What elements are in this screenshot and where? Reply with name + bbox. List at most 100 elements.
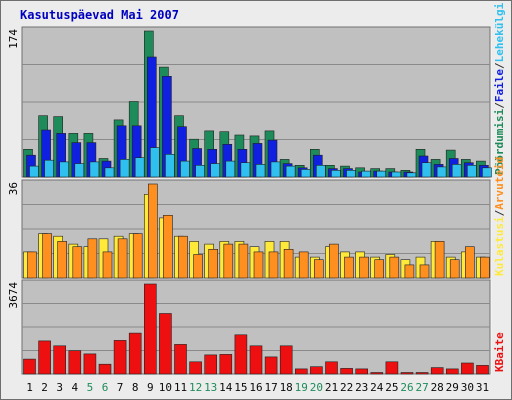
bar-bottom-kbaite — [476, 365, 489, 375]
bar-bottom-kbaite — [445, 368, 459, 375]
bar-top-lehekülgi — [391, 171, 402, 178]
chart-title: Kasutuspäevad Mai 2007 — [20, 8, 179, 22]
bar-bottom-kbaite — [159, 313, 172, 375]
x-tick-label: 14 — [219, 381, 233, 394]
bar-middle-arvuteid — [480, 256, 490, 279]
panel-middle-legend: Kulastusi/Arvuteid — [493, 157, 506, 276]
bar-bottom-kbaite — [23, 358, 36, 375]
x-tick-label: 27 — [415, 381, 428, 394]
legend-entry: Faile — [493, 69, 506, 102]
x-tick-label: 9 — [147, 381, 154, 394]
x-tick-label: 28 — [431, 381, 444, 394]
bar-middle-arvuteid — [42, 233, 52, 279]
x-tick-label: 13 — [204, 381, 217, 394]
x-tick-label: 17 — [264, 381, 277, 394]
x-tick-label: 29 — [446, 381, 459, 394]
bar-bottom-kbaite — [53, 345, 67, 375]
bar-middle-arvuteid — [208, 249, 218, 279]
bar-middle-arvuteid — [132, 233, 143, 279]
bar-middle-arvuteid — [434, 241, 445, 279]
bar-bottom-kbaite — [83, 353, 97, 375]
bar-top-lehekülgi — [331, 170, 341, 178]
x-tick-label: 1 — [26, 381, 33, 394]
bar-bottom-kbaite — [204, 354, 217, 375]
x-tick-label: 20 — [310, 381, 323, 394]
bar-middle-arvuteid — [389, 256, 400, 279]
bar-middle-arvuteid — [374, 259, 385, 279]
bar-middle-arvuteid — [268, 251, 279, 279]
bar-top-lehekülgi — [74, 163, 85, 178]
bar-top-lehekülgi — [421, 162, 432, 178]
x-tick-label: 12 — [189, 381, 202, 394]
bar-top-lehekülgi — [436, 166, 447, 178]
bar-top-lehekülgi — [44, 159, 54, 178]
bar-bottom-kbaite — [430, 367, 444, 375]
legend-entry: KBaite — [493, 332, 506, 372]
bar-top-lehekülgi — [165, 154, 175, 178]
bar-middle-arvuteid — [57, 241, 68, 279]
bar-top-lehekülgi — [451, 164, 462, 178]
bar-middle-arvuteid — [298, 251, 309, 279]
bar-middle-arvuteid — [283, 249, 294, 279]
legend-entry: Lehekülgi — [493, 2, 506, 62]
legend-entry: Kulastusi — [493, 216, 506, 276]
bar-middle-arvuteid — [178, 235, 188, 279]
x-tick-label: 3 — [56, 381, 63, 394]
x-tick-label: 23 — [355, 381, 368, 394]
x-tick-label: 21 — [325, 381, 338, 394]
x-tick-label: 15 — [234, 381, 247, 394]
bar-middle-arvuteid — [72, 246, 83, 279]
bar-middle-arvuteid — [419, 264, 430, 279]
bar-bottom-kbaite — [415, 372, 429, 375]
bar-top-lehekülgi — [180, 160, 190, 178]
legend-entry: Pöördumisi — [493, 108, 506, 175]
legend-entry: / — [493, 209, 506, 216]
bar-top-lehekülgi — [285, 165, 296, 178]
x-tick-label: 22 — [340, 381, 353, 394]
panel-bottom-ymax-label: 3674 — [7, 282, 20, 309]
x-tick-label: 8 — [132, 381, 139, 394]
bar-top-lehekülgi — [240, 162, 251, 178]
x-tick-label: 25 — [385, 381, 398, 394]
bar-bottom-kbaite — [98, 363, 112, 375]
bar-bottom-kbaite — [189, 361, 202, 375]
bar-top-lehekülgi — [59, 161, 70, 178]
bar-middle-arvuteid — [313, 259, 324, 279]
bar-middle-arvuteid — [253, 251, 264, 279]
bar-top-lehekülgi — [119, 159, 130, 178]
bar-bottom-kbaite — [234, 334, 248, 375]
bar-top-lehekülgi — [346, 170, 356, 178]
bar-bottom-kbaite — [325, 361, 338, 375]
bar-top-lehekülgi — [255, 164, 266, 178]
bar-middle-arvuteid — [102, 251, 113, 279]
bar-top-lehekülgi — [315, 165, 326, 178]
bar-middle-arvuteid — [238, 243, 249, 279]
x-tick-label: 10 — [159, 381, 172, 394]
bar-middle-arvuteid — [359, 256, 369, 279]
bar-middle-arvuteid — [148, 183, 158, 279]
x-tick-label: 16 — [249, 381, 262, 394]
bar-bottom-kbaite — [174, 344, 187, 375]
x-tick-label: 30 — [461, 381, 474, 394]
x-tick-label: 26 — [400, 381, 413, 394]
bar-middle-arvuteid — [87, 238, 98, 279]
legend-entry: Arvuteid — [493, 157, 506, 210]
bar-bottom-kbaite — [249, 345, 263, 375]
bar-top-lehekülgi — [376, 170, 387, 178]
legend-entry: / — [493, 62, 506, 69]
bar-bottom-kbaite — [113, 340, 127, 375]
bar-middle-arvuteid — [117, 238, 128, 279]
bar-bottom-kbaite — [400, 372, 414, 375]
bar-top-lehekülgi — [482, 167, 492, 178]
bar-top-lehekülgi — [150, 147, 160, 178]
bar-top-lehekülgi — [89, 161, 100, 178]
x-tick-label: 24 — [370, 381, 384, 394]
x-tick-label: 2 — [41, 381, 48, 394]
legend-entry: / — [493, 102, 506, 109]
bar-top-lehekülgi — [225, 160, 236, 178]
bar-bottom-kbaite — [128, 332, 142, 375]
bar-top-lehekülgi — [406, 172, 417, 178]
bar-bottom-kbaite — [370, 372, 384, 375]
x-tick-label: 18 — [280, 381, 293, 394]
bar-bottom-kbaite — [264, 356, 278, 375]
